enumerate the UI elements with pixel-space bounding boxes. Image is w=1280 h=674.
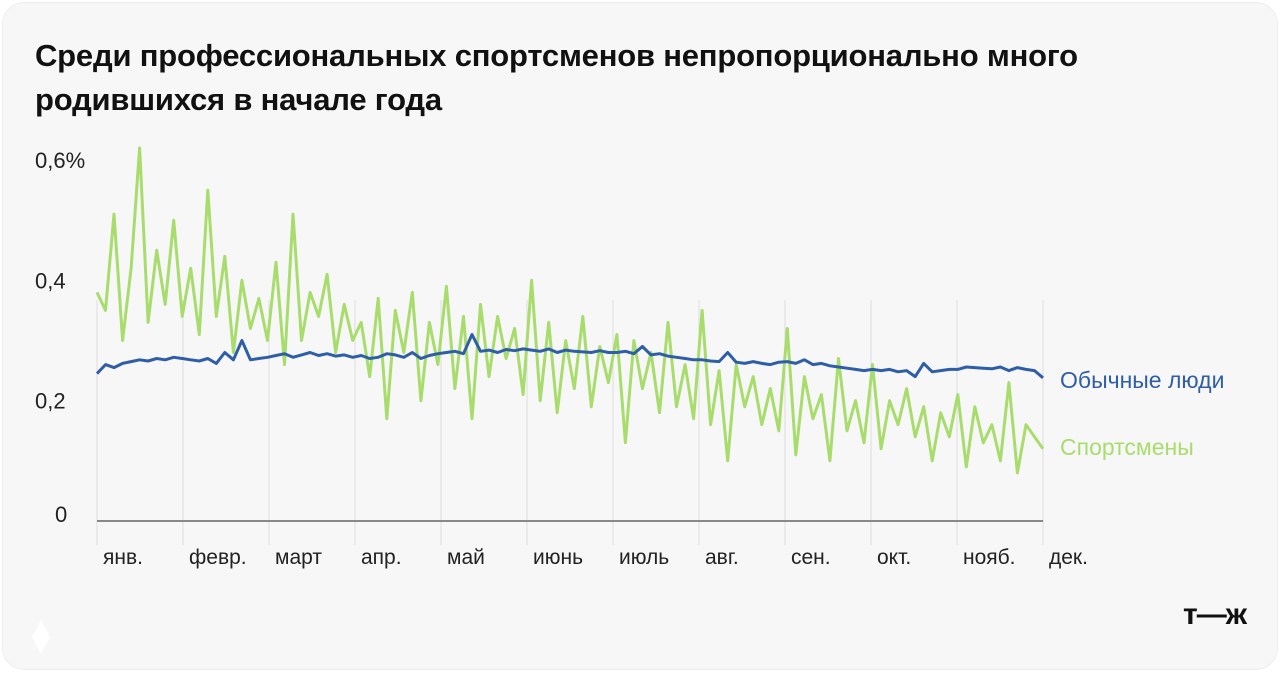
x-tick-label: май: [447, 546, 485, 569]
brand-logo: т—ж: [1183, 598, 1247, 631]
x-tick-label: янв.: [103, 546, 143, 569]
y-tick-label: 0: [55, 502, 67, 527]
x-tick-label: февр.: [189, 546, 247, 569]
x-tick-label: нояб.: [963, 546, 1016, 569]
y-tick-label: 0,4: [35, 268, 66, 293]
legend-label-regular-people: Обычные люди: [1060, 367, 1224, 393]
y-tick-label: 0,2: [35, 389, 66, 414]
x-tick-label: июнь: [533, 546, 583, 569]
x-tick-label: окт.: [877, 546, 911, 569]
legend-label-athletes: Спортсмены: [1060, 434, 1194, 460]
x-tick-label: март: [275, 546, 322, 569]
x-tick-label: дек.: [1049, 546, 1088, 569]
x-tick-label: авг.: [705, 546, 739, 569]
x-tick-label: апр.: [361, 546, 402, 569]
watermark-diamond-icon: [32, 620, 50, 654]
series-line-regular-people: [95, 333, 1044, 379]
chart-title: Среди профессиональных спортсменов непро…: [35, 38, 1078, 117]
series-line-athletes: [95, 146, 1045, 475]
x-tick-label: июль: [619, 546, 669, 569]
y-tick-label: 0,6%: [35, 148, 85, 173]
x-tick-label: сен.: [791, 546, 831, 569]
